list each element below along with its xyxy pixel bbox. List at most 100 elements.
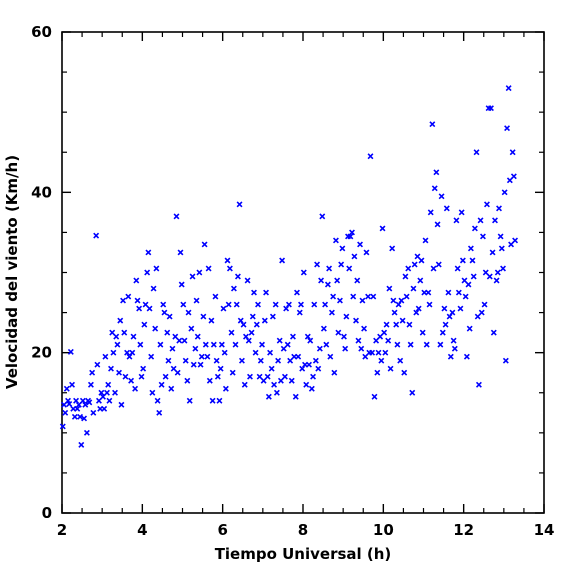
data-point: [394, 341, 401, 348]
data-point: [101, 405, 108, 412]
data-point: [430, 265, 437, 272]
data-point: [363, 249, 370, 256]
x-tick-label: 4: [137, 521, 147, 539]
data-point: [216, 397, 223, 404]
data-point: [335, 329, 342, 336]
data-point: [295, 353, 302, 360]
data-point: [233, 301, 240, 308]
data-point: [322, 301, 329, 308]
data-point: [497, 233, 504, 240]
data-point: [217, 365, 224, 372]
data-point: [168, 385, 175, 392]
data-point: [439, 329, 446, 336]
data-point: [399, 317, 406, 324]
data-point: [327, 353, 334, 360]
data-point: [172, 333, 179, 340]
data-point: [473, 149, 480, 156]
data-point: [247, 373, 253, 380]
data-point: [506, 177, 513, 184]
data-point: [273, 389, 280, 396]
data-point: [373, 337, 380, 344]
data-point: [397, 357, 404, 364]
data-point: [144, 269, 151, 276]
data-point: [272, 301, 279, 308]
data-point: [166, 313, 173, 320]
data-point: [426, 301, 433, 308]
data-point: [427, 209, 434, 216]
x-tick-label: 14: [534, 521, 555, 539]
data-point: [109, 329, 116, 336]
data-point: [116, 369, 123, 376]
data-point: [446, 313, 453, 320]
data-point: [324, 281, 331, 288]
data-point: [79, 397, 86, 404]
data-point: [267, 349, 274, 356]
data-point: [174, 369, 181, 376]
data-point: [177, 249, 184, 256]
data-point: [323, 341, 330, 348]
data-point: [194, 333, 201, 340]
y-tick-label: 0: [42, 504, 52, 522]
data-point: [318, 277, 325, 284]
data-point: [370, 293, 377, 300]
data-point: [228, 329, 235, 336]
data-point: [158, 381, 165, 388]
data-point: [186, 397, 193, 404]
data-point: [357, 241, 364, 248]
data-point: [375, 349, 382, 356]
data-point: [362, 353, 369, 360]
data-point: [351, 253, 358, 260]
data-point: [77, 413, 84, 420]
data-point: [419, 329, 426, 336]
data-point: [308, 385, 315, 392]
data-point: [157, 341, 164, 348]
data-point: [140, 365, 147, 372]
data-point: [378, 357, 385, 364]
data-point: [300, 269, 307, 276]
data-point: [442, 321, 449, 328]
data-point: [425, 289, 432, 296]
data-point: [279, 257, 286, 264]
data-point: [255, 301, 261, 308]
data-point: [466, 325, 473, 332]
data-point: [296, 309, 303, 316]
data-point: [102, 353, 109, 360]
y-tick-label: 60: [31, 23, 52, 41]
data-point: [193, 297, 200, 304]
data-point: [449, 309, 456, 316]
data-point: [391, 309, 398, 316]
data-point: [294, 289, 300, 296]
data-point: [415, 305, 422, 312]
data-point: [512, 237, 519, 244]
data-point: [222, 385, 229, 392]
data-point: [433, 169, 440, 176]
data-point: [236, 201, 243, 208]
data-point: [112, 389, 118, 396]
data-point: [121, 329, 128, 336]
data-point: [435, 261, 442, 268]
data-point: [125, 293, 132, 300]
data-point: [382, 349, 389, 356]
data-point: [486, 273, 493, 280]
data-point: [185, 309, 192, 316]
data-point: [156, 409, 163, 416]
data-point: [488, 105, 494, 112]
data-point: [138, 373, 145, 380]
data-point: [71, 413, 78, 420]
data-point: [314, 261, 321, 268]
data-point: [389, 245, 396, 252]
data-point: [269, 313, 276, 320]
data-point: [443, 205, 450, 212]
data-point: [221, 349, 228, 356]
x-tick-label: 10: [373, 521, 394, 539]
data-point: [190, 361, 197, 368]
data-point: [152, 325, 159, 332]
data-point: [261, 317, 268, 324]
data-point: [407, 341, 414, 348]
data-point: [379, 225, 386, 232]
data-point: [411, 261, 418, 268]
data-point: [347, 233, 354, 240]
data-point: [355, 337, 362, 344]
data-point: [383, 321, 390, 328]
data-point: [178, 281, 185, 288]
